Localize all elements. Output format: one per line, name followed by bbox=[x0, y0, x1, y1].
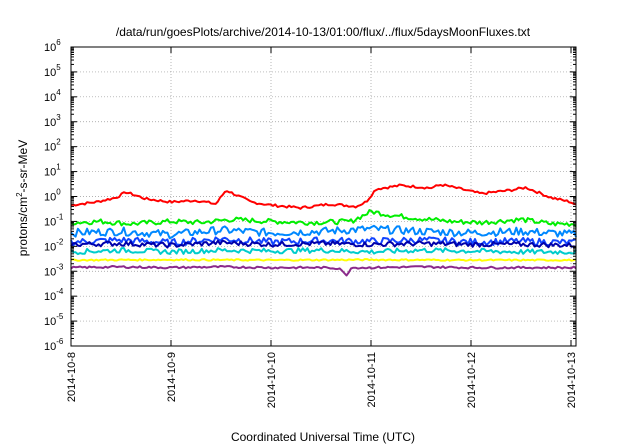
series-line bbox=[70, 258, 577, 262]
y-tick-label: 10-3 bbox=[44, 262, 64, 278]
y-tick-label: 106 bbox=[44, 38, 61, 54]
series-lines bbox=[70, 183, 577, 277]
y-tick-label: 10-2 bbox=[44, 237, 64, 253]
series-line bbox=[70, 247, 577, 256]
x-axis: 2014-10-8 2014-10-9 2014-10-10 2014-10-11 20… bbox=[66, 47, 578, 408]
x-tick-label: 2014-10-8 bbox=[66, 352, 78, 402]
series-line bbox=[70, 209, 577, 227]
x-axis-label: Coordinated Universal Time (UTC) bbox=[231, 430, 415, 444]
x-tick-label: 2014-10-13 bbox=[566, 352, 578, 408]
y-axis: 106 105 104 103 102 101 100 10-1 10-2 10-3 10-4 10-… bbox=[44, 38, 576, 353]
y-tick-label: 101 bbox=[44, 163, 61, 179]
series-line bbox=[70, 224, 577, 240]
grid-lines bbox=[70, 46, 576, 347]
series-line bbox=[70, 239, 577, 249]
y-tick-label: 104 bbox=[44, 88, 61, 104]
series-line bbox=[70, 265, 577, 277]
y-axis-label: protons/cm2-s-sr-MeV bbox=[15, 140, 30, 256]
x-tick-label: 2014-10-9 bbox=[166, 352, 178, 402]
y-tick-label: 10-6 bbox=[44, 337, 64, 353]
x-tick-label: 2014-10-10 bbox=[266, 352, 278, 408]
y-tick-label: 102 bbox=[44, 138, 61, 154]
y-tick-label: 105 bbox=[44, 63, 61, 79]
y-tick-label: 10-4 bbox=[44, 287, 64, 303]
y-tick-label: 103 bbox=[44, 113, 61, 129]
y-tick-label: 10-1 bbox=[44, 212, 64, 228]
series-line bbox=[70, 183, 577, 210]
chart-title: /data/run/goesPlots/archive/2014-10-13/0… bbox=[116, 25, 531, 39]
y-tick-label: 10-5 bbox=[44, 312, 64, 328]
x-tick-label: 2014-10-11 bbox=[366, 352, 378, 407]
x-tick-label: 2014-10-12 bbox=[466, 352, 478, 408]
y-tick-label: 100 bbox=[44, 188, 61, 204]
